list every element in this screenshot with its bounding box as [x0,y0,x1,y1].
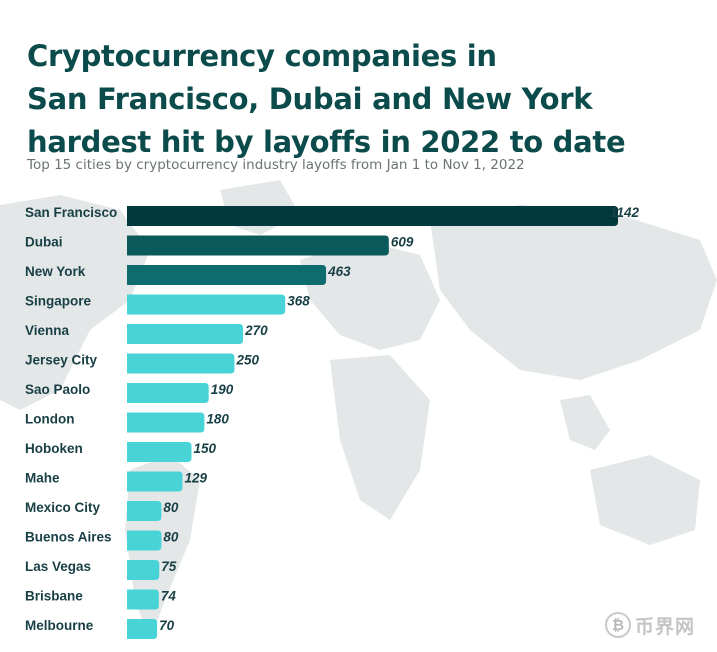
value-label: 463 [327,264,351,279]
bar [127,235,389,256]
bar [127,442,192,462]
category-label: New York [25,264,86,279]
value-label: 70 [159,618,175,633]
bar [127,412,205,433]
category-label: Vienna [25,323,70,338]
category-label: Mahe [25,471,60,486]
value-label: 75 [161,559,177,574]
chart-title: Cryptocurrency companies in San Francisc… [27,35,707,164]
category-label: San Francisco [25,205,117,220]
category-label: Buenos Aires [25,530,112,545]
bar [127,324,244,344]
category-label: Melbourne [25,618,94,633]
category-label: Jersey City [25,353,98,368]
value-label: 80 [163,530,179,545]
watermark-text: 币界网 [635,615,696,638]
value-label: 150 [193,441,216,456]
category-label: Sao Paolo [25,382,90,397]
bitcoin-coin-icon: ₿ [605,612,631,638]
bar [127,206,618,226]
bar [127,560,160,580]
chart-title-line-1: Cryptocurrency companies in [27,39,497,73]
category-label: Las Vegas [25,559,91,574]
category-label: London [25,412,74,427]
chart-subtitle: Top 15 cities by cryptocurrency industry… [27,157,525,173]
bar [127,383,209,403]
chart-title-line-3: hardest hit by layoffs in 2022 to date [27,125,626,159]
watermark: ₿ 币界网 [605,610,695,640]
category-label: Singapore [25,294,92,309]
category-label: Brisbane [25,589,83,604]
bar [127,294,286,315]
bar [127,619,158,639]
value-label: 74 [161,589,177,604]
category-label: Mexico City [25,500,101,515]
value-label: 1142 [610,205,640,220]
value-label: 270 [244,323,268,338]
value-label: 250 [235,353,259,368]
value-label: 80 [163,500,179,515]
bar [127,589,159,610]
category-label: Hoboken [25,441,83,456]
bar [127,530,162,551]
bar [127,265,327,285]
category-label: Dubai [25,235,63,250]
value-label: 129 [184,471,207,486]
bar [127,501,162,521]
value-label: 368 [287,294,310,309]
value-label: 190 [211,382,234,397]
value-label: 609 [391,235,414,250]
bar [127,471,183,492]
bar [127,353,235,374]
value-label: 180 [206,412,229,427]
chart-title-line-2: San Francisco, Dubai and New York [27,82,593,116]
